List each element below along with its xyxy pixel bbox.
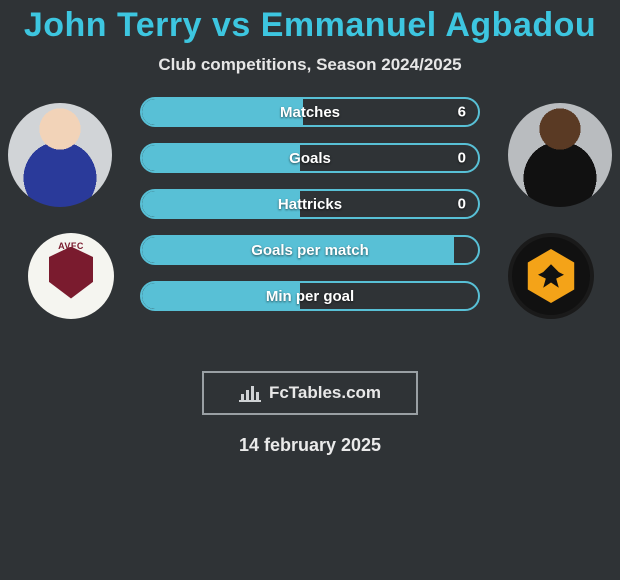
stat-label: Hattricks [278, 196, 342, 213]
stat-bar-fill [142, 191, 300, 217]
title-player1: John Terry [24, 6, 202, 44]
stat-bar-goals-per-match: Goals per match [140, 235, 480, 265]
stat-bars: Matches 6 Goals 0 Hattricks 0 Goals per … [140, 97, 480, 311]
date-text: 14 february 2025 [0, 435, 620, 456]
subtitle: Club competitions, Season 2024/2025 [0, 55, 620, 75]
bar-chart-icon [239, 384, 261, 402]
stat-bar-goals: Goals 0 [140, 143, 480, 173]
player2-club-logo [508, 233, 594, 319]
stat-bar-min-per-goal: Min per goal [140, 281, 480, 311]
player1-club-logo [28, 233, 114, 319]
page-title: John Terry vs Emmanuel Agbadou [0, 0, 620, 45]
brand-text: FcTables.com [269, 383, 381, 403]
comparison-arena: Matches 6 Goals 0 Hattricks 0 Goals per … [0, 103, 620, 363]
player2-avatar [508, 103, 612, 207]
stat-right-value: 0 [458, 196, 466, 213]
brand-box: FcTables.com [202, 371, 418, 415]
stat-label: Goals [289, 150, 331, 167]
stat-label: Matches [280, 104, 340, 121]
stat-right-value: 6 [458, 104, 466, 121]
stat-right-value: 0 [458, 150, 466, 167]
stat-bar-matches: Matches 6 [140, 97, 480, 127]
player1-avatar [8, 103, 112, 207]
title-vs: vs [212, 6, 251, 44]
stat-label: Goals per match [251, 242, 369, 259]
stat-label: Min per goal [266, 288, 354, 305]
stat-bar-fill [142, 145, 300, 171]
stat-bar-hattricks: Hattricks 0 [140, 189, 480, 219]
title-player2: Emmanuel Agbadou [261, 6, 596, 44]
